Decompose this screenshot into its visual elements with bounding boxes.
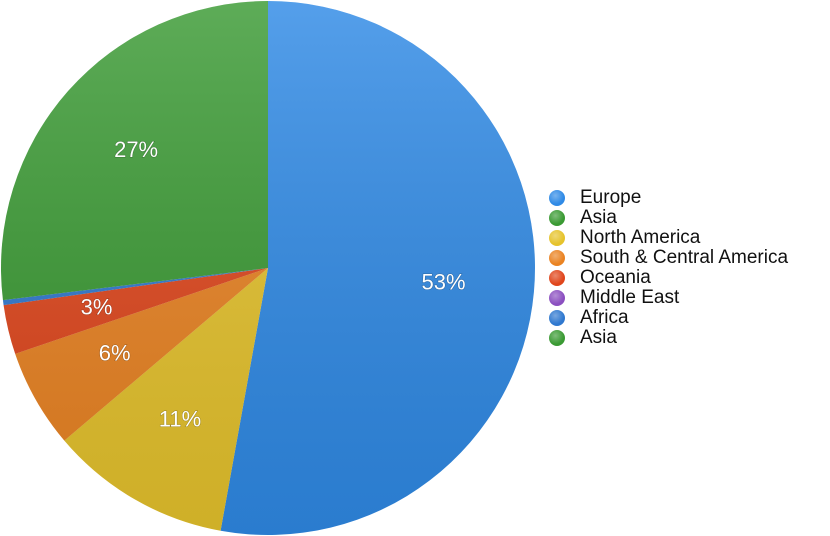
legend-label: Asia (580, 327, 617, 348)
legend-item: Middle East (549, 288, 788, 308)
legend-item: Oceania (549, 268, 788, 288)
legend-swatch (549, 310, 565, 326)
pie-chart: 53% 11% 6% 3% 27% (0, 1, 536, 535)
legend-label: Middle East (580, 287, 680, 308)
legend-swatch (549, 330, 565, 346)
legend-label: Asia (580, 207, 617, 228)
slice-label: 3% (81, 295, 113, 320)
legend-label: Oceania (580, 267, 651, 288)
pie-slices (0, 1, 536, 535)
legend-label: South & Central America (580, 247, 789, 268)
pie-labels: 53% 11% 6% 3% 27% (80, 136, 466, 432)
slice-label: 27% (114, 137, 158, 162)
legend-label: North America (580, 227, 701, 248)
slice-label: 6% (99, 341, 131, 366)
legend-swatch (549, 210, 565, 226)
legend-swatch (549, 250, 565, 266)
legend-swatch (549, 190, 565, 206)
legend-label: Europe (580, 187, 642, 208)
legend-item: North America (549, 228, 788, 248)
legend-swatch (549, 230, 565, 246)
slice-label: 11% (159, 406, 201, 431)
legend: Europe Asia North America South & Central A… (549, 188, 788, 348)
legend-item: Asia (549, 208, 788, 228)
legend-item: Africa (549, 308, 788, 328)
legend-item: Europe (549, 188, 788, 208)
legend-item: Asia (549, 328, 788, 348)
legend-item: South & Central America (549, 248, 788, 268)
legend-swatch (549, 270, 565, 286)
legend-label: Africa (580, 307, 629, 328)
legend-swatch (549, 290, 565, 306)
slice-label: 53% (421, 270, 465, 295)
